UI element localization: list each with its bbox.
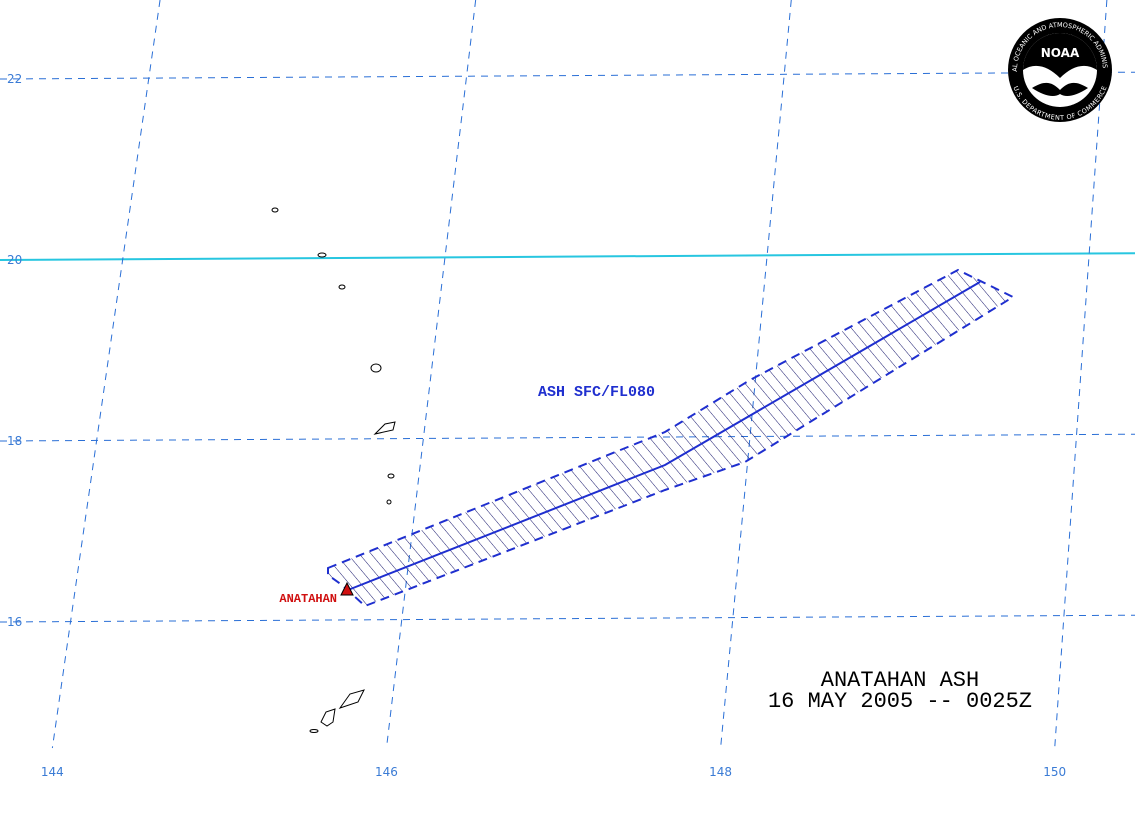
- island: [317, 252, 327, 258]
- volcano-marker: [340, 581, 354, 596]
- latitude-label: 18: [7, 434, 22, 448]
- island: [387, 473, 395, 479]
- ash-area: [327, 268, 1016, 608]
- island: [370, 363, 382, 373]
- logo-name: NOAA: [1041, 46, 1080, 60]
- map-subtitle: 16 MAY 2005 -- 0025Z: [768, 689, 1032, 714]
- graticule: 22 20 18 16 144 146 148 150: [0, 0, 1135, 779]
- island: [338, 284, 346, 290]
- volcano-label: ANATAHAN: [279, 592, 337, 606]
- longitude-label: 146: [375, 765, 398, 779]
- logo-sky: [1023, 33, 1097, 78]
- ash-label: ASH SFC/FL080: [538, 384, 655, 401]
- island: [271, 207, 279, 213]
- island: [386, 499, 392, 505]
- latitude-label: 20: [7, 253, 22, 267]
- longitude-label: 150: [1043, 765, 1066, 779]
- longitude-label: 144: [41, 765, 64, 779]
- islands: [271, 207, 396, 733]
- longitude-line: [51, 0, 161, 749]
- map-title: ANATAHAN ASH: [821, 668, 979, 693]
- latitude-label: 22: [7, 72, 22, 86]
- latitude-line: [0, 252, 1135, 261]
- longitude-line: [720, 0, 792, 749]
- latitude-label: 16: [7, 615, 22, 629]
- longitude-line: [1054, 0, 1108, 749]
- longitude-label: 148: [709, 765, 732, 779]
- island: [338, 689, 365, 709]
- longitude-line: [385, 0, 477, 749]
- logo-bird: [1032, 82, 1088, 96]
- ash-centerline: [347, 281, 981, 591]
- island: [320, 708, 336, 727]
- island: [309, 729, 319, 733]
- island: [373, 421, 396, 435]
